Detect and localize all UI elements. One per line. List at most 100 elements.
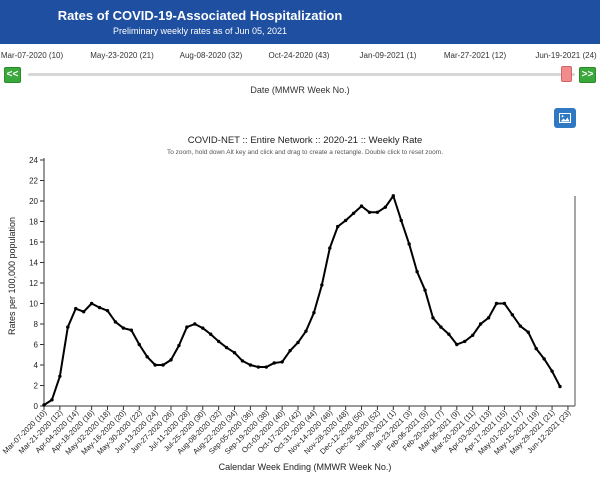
data-point[interactable] <box>121 326 126 330</box>
header-banner: Rates of COVID-19-Associated Hospitaliza… <box>0 0 600 44</box>
y-tick-label: 10 <box>29 300 38 309</box>
data-point[interactable] <box>137 342 141 347</box>
slider-date-label: Oct-24-2020 (43) <box>268 51 330 60</box>
data-point[interactable] <box>74 306 78 311</box>
data-point[interactable] <box>145 355 149 359</box>
data-point[interactable] <box>129 328 134 332</box>
data-point[interactable] <box>185 325 189 329</box>
slider-date-label: Jun-19-2021 (24) <box>535 51 597 60</box>
slider-prev-button[interactable]: << <box>4 67 21 83</box>
data-point[interactable] <box>201 326 205 330</box>
data-point[interactable] <box>248 363 253 367</box>
data-point[interactable] <box>502 301 507 306</box>
data-point[interactable] <box>264 365 268 369</box>
slider-date-label: Mar-07-2020 (10) <box>0 51 64 60</box>
data-point[interactable] <box>320 283 324 287</box>
data-point[interactable] <box>359 204 364 208</box>
data-point[interactable] <box>558 384 562 389</box>
data-point[interactable] <box>328 246 332 250</box>
data-point[interactable] <box>296 340 300 345</box>
data-point[interactable] <box>415 270 419 274</box>
data-point[interactable] <box>97 305 102 310</box>
x-axis-label: Calendar Week Ending (MMWR Week No.) <box>219 462 392 472</box>
data-point[interactable] <box>58 374 62 378</box>
y-tick-label: 24 <box>29 156 38 165</box>
data-point[interactable] <box>280 360 284 364</box>
data-point[interactable] <box>256 365 261 369</box>
data-point[interactable] <box>216 339 221 344</box>
data-point[interactable] <box>423 288 427 292</box>
data-point[interactable] <box>288 348 292 353</box>
slider-date-label: Jan-09-2021 (1) <box>359 51 417 60</box>
image-icon <box>559 113 571 123</box>
data-point[interactable] <box>169 358 173 362</box>
data-point[interactable] <box>89 301 94 306</box>
data-point[interactable] <box>383 205 388 209</box>
data-point[interactable] <box>391 194 395 198</box>
data-point[interactable] <box>153 363 157 367</box>
data-point[interactable] <box>272 361 276 365</box>
y-axis-label: Rates per 100,000 population <box>7 217 17 335</box>
data-point[interactable] <box>312 311 316 315</box>
data-point[interactable] <box>470 333 475 337</box>
y-tick-label: 22 <box>29 177 38 186</box>
data-point[interactable] <box>534 346 538 351</box>
data-point[interactable] <box>336 224 340 229</box>
data-point[interactable] <box>224 345 229 350</box>
data-point[interactable] <box>494 301 499 306</box>
weekly-rate-chart[interactable]: COVID-NET :: Entire Network :: 2020-21 :… <box>0 130 600 477</box>
data-point[interactable] <box>113 320 118 324</box>
y-tick-label: 12 <box>29 279 38 288</box>
data-point[interactable] <box>42 403 46 407</box>
slider-date-label: May-23-2020 (21) <box>90 51 154 60</box>
slider-next-button[interactable]: >> <box>579 67 596 83</box>
data-point[interactable] <box>50 398 54 402</box>
data-point[interactable] <box>81 310 86 314</box>
download-image-button[interactable] <box>554 108 576 128</box>
data-point[interactable] <box>518 324 523 328</box>
data-point[interactable] <box>447 332 451 336</box>
data-point[interactable] <box>105 308 110 313</box>
y-tick-label: 14 <box>29 259 38 268</box>
y-tick-label: 6 <box>34 341 39 350</box>
data-point[interactable] <box>542 357 546 361</box>
data-point[interactable] <box>478 322 483 326</box>
slider-date-label: Aug-08-2020 (32) <box>179 51 243 60</box>
data-point[interactable] <box>240 359 245 363</box>
data-point[interactable] <box>304 329 308 333</box>
data-point[interactable] <box>407 242 411 246</box>
y-tick-label: 4 <box>34 361 39 370</box>
data-point[interactable] <box>161 363 165 367</box>
data-point[interactable] <box>455 342 459 347</box>
data-point[interactable] <box>375 210 380 214</box>
data-point[interactable] <box>66 325 70 329</box>
slider-date-label: Mar-27-2021 (12) <box>443 51 507 60</box>
data-point[interactable] <box>510 313 515 317</box>
slider-caption: Date (MMWR Week No.) <box>250 85 350 95</box>
data-point[interactable] <box>343 218 348 223</box>
data-point[interactable] <box>486 316 491 320</box>
date-slider-track[interactable] <box>28 73 575 76</box>
y-tick-label: 2 <box>34 382 39 391</box>
data-point[interactable] <box>439 325 443 329</box>
date-slider-handle[interactable] <box>561 66 572 82</box>
data-point[interactable] <box>463 339 467 344</box>
series-line <box>43 194 561 406</box>
data-point[interactable] <box>351 211 356 215</box>
data-point[interactable] <box>232 351 237 355</box>
y-tick-label: 8 <box>34 320 39 329</box>
data-point[interactable] <box>209 332 213 336</box>
data-point[interactable] <box>431 316 435 320</box>
data-point[interactable] <box>550 369 554 373</box>
data-point[interactable] <box>177 343 181 348</box>
x-axis: Mar-07-2020 (10)Mar-21-2020 (12)Apr-04-2… <box>1 196 576 457</box>
y-tick-label: 0 <box>34 402 39 411</box>
data-point[interactable] <box>399 218 403 223</box>
y-tick-label: 16 <box>29 238 38 247</box>
data-point[interactable] <box>526 330 530 334</box>
data-point[interactable] <box>193 322 197 326</box>
data-point[interactable] <box>367 210 372 214</box>
plot-area <box>42 194 562 407</box>
page-subtitle: Preliminary weekly rates as of Jun 05, 2… <box>112 26 288 36</box>
